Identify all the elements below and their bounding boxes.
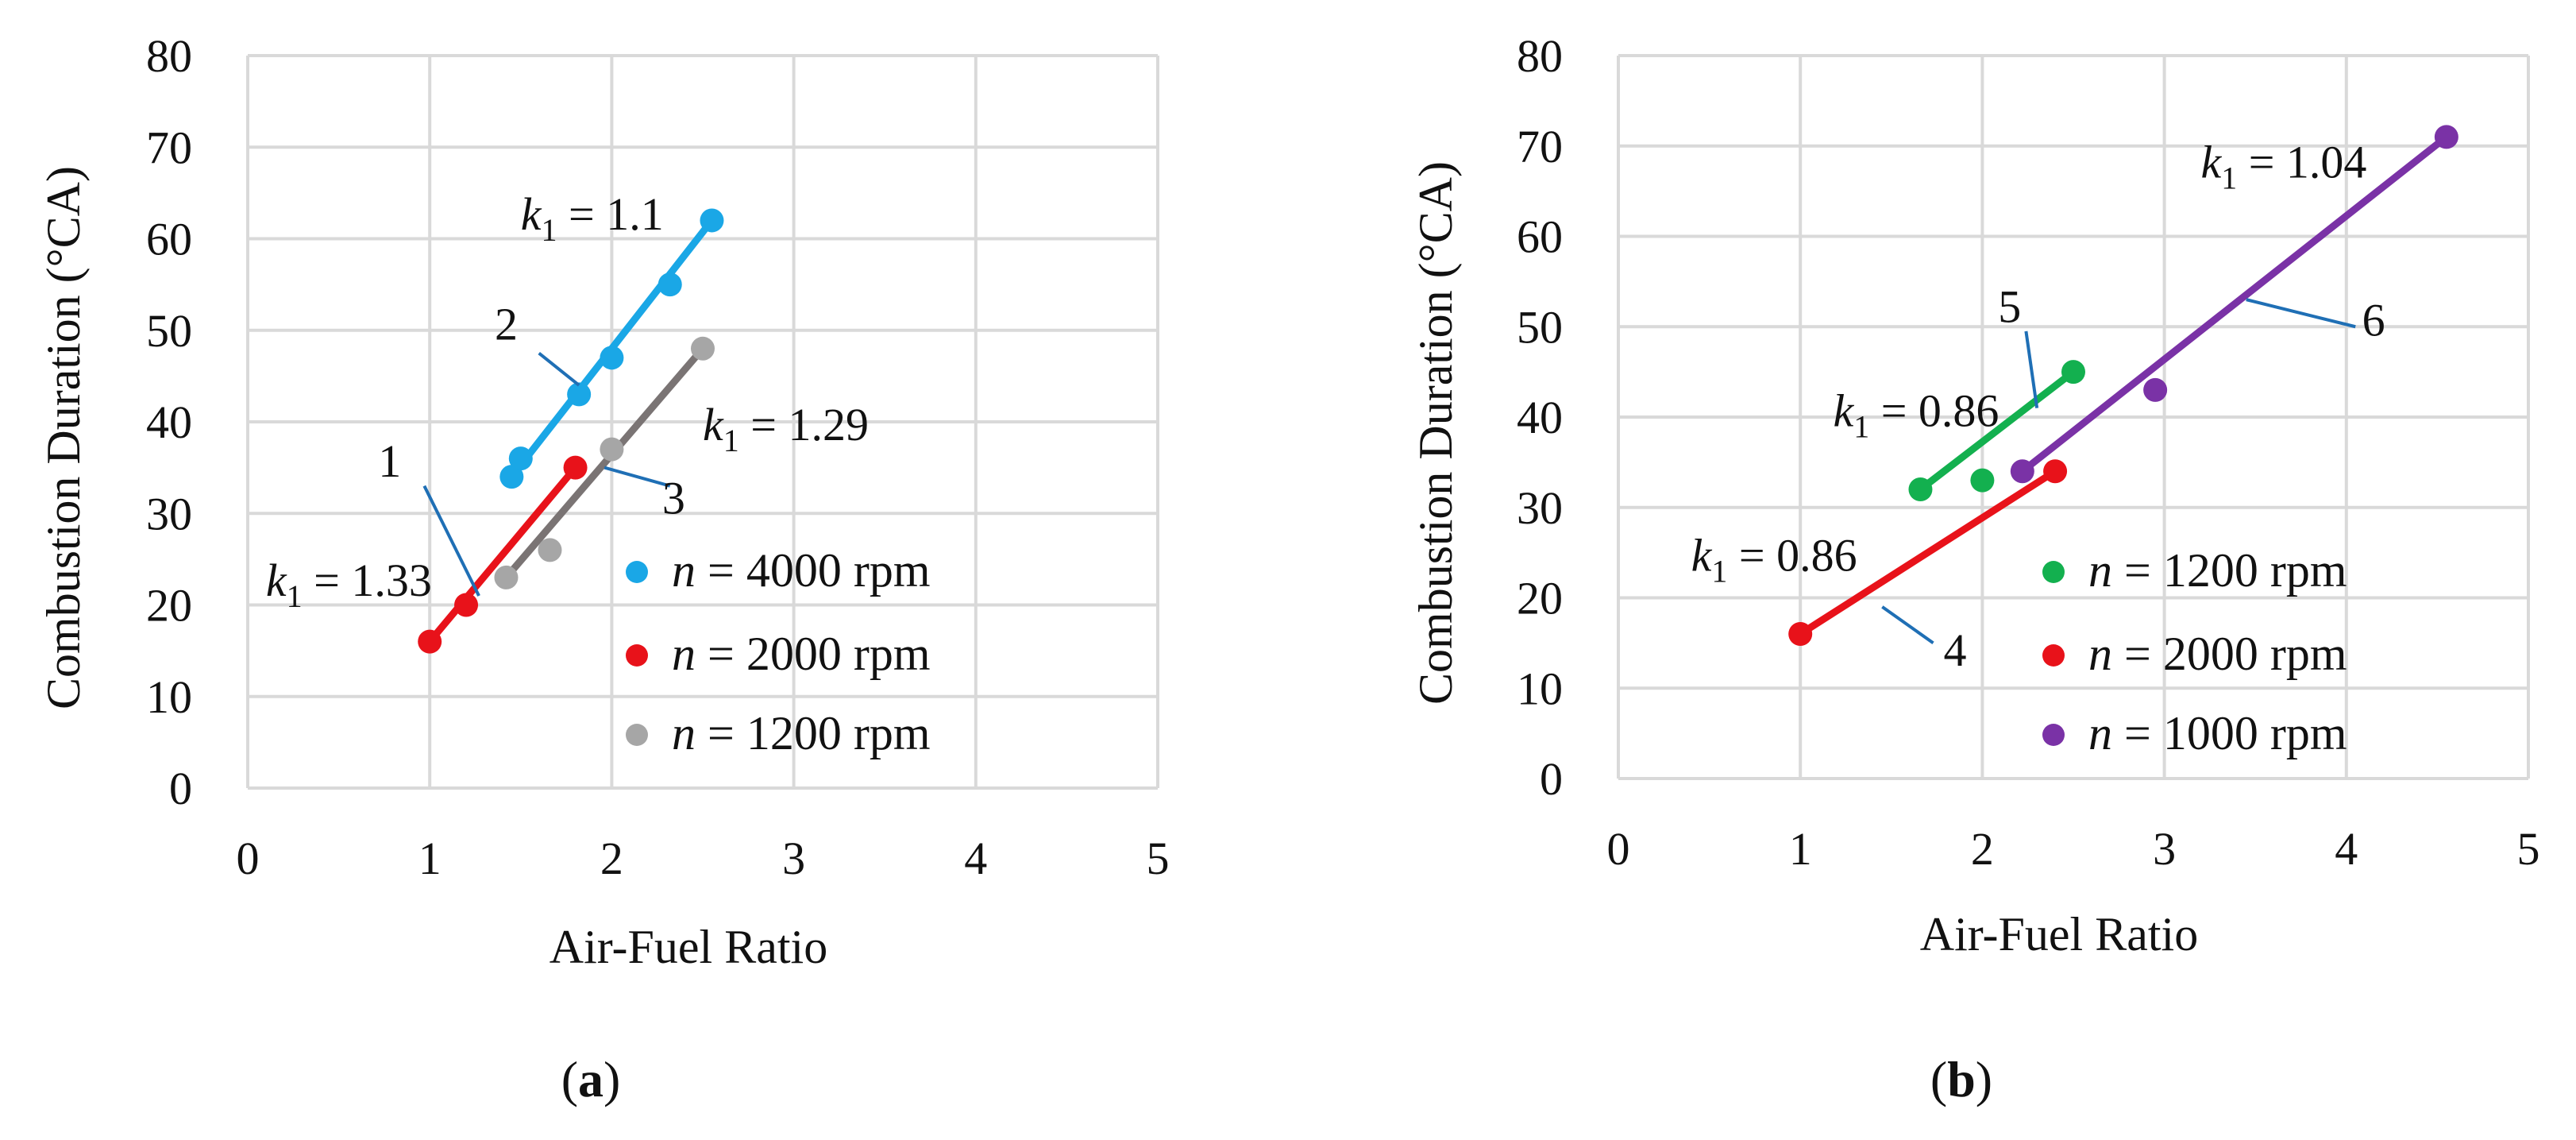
legend-marker	[626, 724, 648, 746]
y-tick-label: 50	[146, 305, 192, 357]
slope-annotation: k1 = 1.1	[521, 188, 664, 248]
panel-label: (b)	[1930, 1051, 1992, 1107]
y-tick-label: 60	[146, 214, 192, 265]
y-tick-label: 80	[146, 30, 192, 82]
legend-entry: n = 1000 rpm	[2088, 707, 2347, 759]
data-point-series-3	[2434, 125, 2458, 149]
data-point-series-3	[2143, 377, 2168, 402]
y-tick-label: 40	[1517, 392, 1563, 443]
y-tick-label: 40	[146, 396, 192, 448]
slope-annotation: k1 = 1.04	[2200, 137, 2366, 196]
legend-marker	[2042, 724, 2065, 746]
y-tick-label: 30	[1517, 482, 1563, 534]
data-point-series-1	[567, 382, 592, 407]
callout-leader	[1881, 605, 1934, 645]
x-tick-label: 2	[1971, 823, 1994, 875]
y-tick-label: 60	[1517, 211, 1563, 263]
slope-annotation: k1 = 0.86	[1833, 385, 1999, 444]
data-point-series-1	[1970, 468, 1995, 493]
callout-label: 6	[2362, 295, 2385, 346]
slope-annotation: k1 = 1.29	[703, 399, 869, 458]
legend-entry: n = 1200 rpm	[672, 707, 931, 759]
legend-entry: n = 1200 rpm	[2088, 544, 2347, 597]
data-point-series-3	[691, 336, 715, 361]
data-point-series-1	[600, 346, 624, 370]
x-tick-label: 0	[1607, 823, 1630, 875]
data-point-series-1	[657, 272, 682, 297]
data-point-series-1	[499, 465, 524, 489]
x-tick-label: 3	[782, 833, 805, 884]
y-tick-label: 70	[1517, 121, 1563, 172]
fit-line-series-1	[1916, 368, 2077, 493]
data-point-series-3	[538, 538, 562, 562]
x-axis-title: Air-Fuel Ratio	[1920, 908, 2198, 960]
callout-label: 1	[378, 435, 401, 487]
legend-marker	[626, 561, 648, 583]
y-axis-title: Combustion Duration (°CA)	[37, 166, 90, 709]
data-point-series-1	[2061, 360, 2085, 385]
callout-label: 2	[495, 298, 518, 350]
fit-line-series-3	[2019, 133, 2451, 475]
fit-line-series-3	[502, 345, 707, 582]
x-tick-label: 2	[600, 833, 623, 884]
legend-entry: n = 4000 rpm	[672, 544, 931, 597]
data-point-series-1	[1908, 477, 1933, 501]
data-point-series-1	[700, 208, 724, 233]
callout-leader	[422, 485, 480, 597]
x-tick-label: 1	[418, 833, 442, 884]
x-tick-label: 5	[1147, 833, 1170, 884]
y-tick-label: 20	[1517, 573, 1563, 624]
y-tick-label: 70	[146, 122, 192, 173]
data-point-series-2	[418, 629, 442, 654]
data-point-series-2	[454, 593, 479, 617]
y-tick-label: 80	[1517, 30, 1563, 82]
x-axis-title: Air-Fuel Ratio	[550, 921, 827, 973]
slope-annotation: k1 = 0.86	[1691, 529, 1857, 589]
chart-panel-2: 0 10 20 30 40 50 60 70 80 0 1 2 3 4 5 Air-Fuel Ratio Com…	[1409, 30, 2540, 1107]
data-point-series-3	[494, 565, 519, 589]
panel-label: (a)	[561, 1051, 621, 1107]
callout-leader	[538, 352, 580, 387]
callout-leader	[604, 466, 671, 488]
fit-line-series-2	[426, 464, 580, 646]
callout-label: 3	[662, 472, 685, 524]
y-tick-label: 50	[1517, 301, 1563, 353]
x-tick-label: 4	[2335, 823, 2358, 875]
callout-label: 4	[1944, 624, 1967, 676]
fit-line-series-2	[1796, 467, 2059, 638]
x-tick-label: 0	[237, 833, 260, 884]
data-point-series-2	[563, 455, 588, 480]
x-tick-label: 5	[2517, 823, 2540, 875]
legend-entry: n = 2000 rpm	[672, 628, 931, 680]
legend-marker	[626, 644, 648, 667]
y-tick-label: 30	[146, 488, 192, 539]
data-point-series-2	[2043, 459, 2068, 484]
x-tick-label: 3	[2153, 823, 2176, 875]
y-tick-label: 0	[1540, 753, 1563, 805]
y-tick-label: 10	[1517, 663, 1563, 714]
data-point-series-3	[2010, 459, 2034, 484]
callout-leader	[2024, 330, 2039, 408]
y-tick-label: 10	[146, 671, 192, 723]
data-point-series-3	[600, 437, 624, 462]
x-tick-label: 1	[1789, 823, 1812, 875]
legend-marker	[2042, 561, 2065, 583]
data-point-series-1	[508, 446, 533, 471]
chart-panel-1: 0 10 20 30 40 50 60 70 80 0 1 2 3 4 5 Air-Fuel Ratio Com…	[37, 30, 1170, 1107]
y-tick-label: 20	[146, 580, 192, 632]
callout-leader	[2246, 298, 2356, 329]
y-axis-title: Combustion Duration (°CA)	[1409, 161, 1462, 705]
y-tick-label: 0	[169, 763, 192, 814]
callout-label: 5	[1998, 281, 2021, 333]
legend-entry: n = 2000 rpm	[2088, 628, 2347, 680]
x-tick-label: 4	[964, 833, 987, 884]
data-point-series-2	[1788, 622, 1813, 646]
legend-marker	[2042, 644, 2065, 667]
slope-annotation: k1 = 1.33	[266, 555, 432, 614]
